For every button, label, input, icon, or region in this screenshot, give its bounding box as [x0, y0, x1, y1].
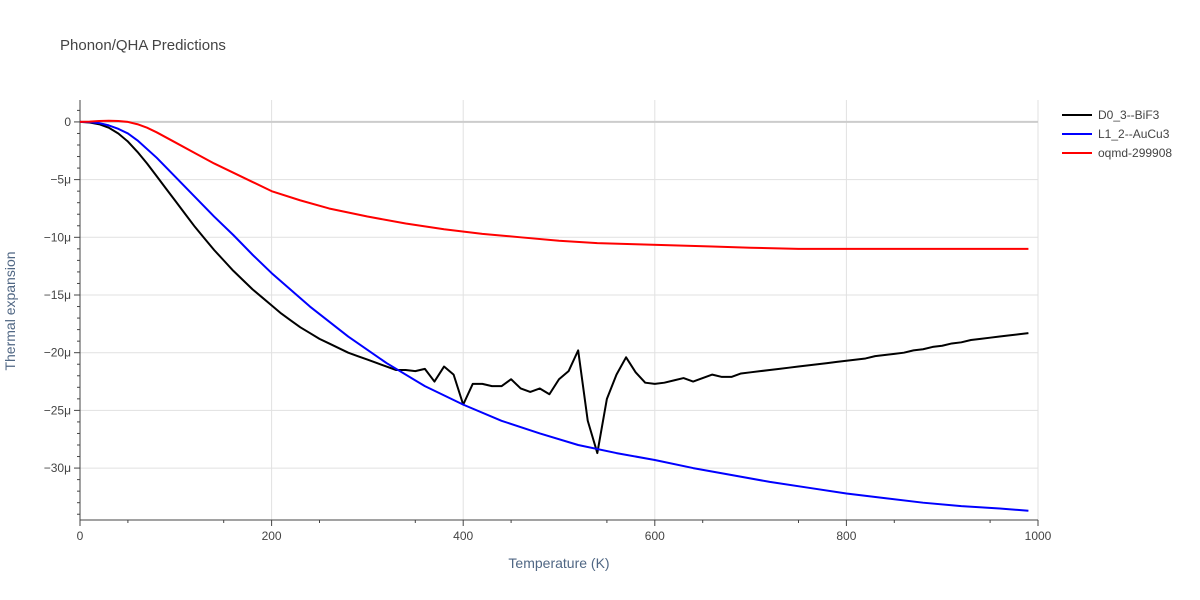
- y-tick-label: −30μ: [44, 461, 71, 475]
- chart-title: Phonon/QHA Predictions: [60, 37, 226, 54]
- axes: 0 200 400 600 800 1000 0 −5μ −10μ −15μ −20μ −25μ −30…: [44, 100, 1052, 543]
- legend-label: D0_3--BiF3: [1098, 108, 1160, 122]
- series-line-d0-3-bif3: [79, 120, 1029, 455]
- x-tick-label: 0: [77, 529, 84, 543]
- series-line-l1-2-aucu3: [79, 120, 1029, 512]
- y-tick-label: −20μ: [44, 346, 71, 360]
- legend-item-l1-2-aucu3[interactable]: L1_2--AuCu3: [1062, 127, 1170, 141]
- x-tick-label: 200: [262, 529, 282, 543]
- series-line-oqmd-299908: [79, 119, 1029, 250]
- x-tick-label: 400: [453, 529, 473, 543]
- series-layer: [79, 119, 1029, 512]
- legend-label: oqmd-299908: [1098, 146, 1172, 160]
- y-tick-label: −15μ: [44, 288, 71, 302]
- legend-item-oqmd-299908[interactable]: oqmd-299908: [1062, 146, 1172, 160]
- y-tick-label: 0: [64, 115, 71, 129]
- y-tick-label: −5μ: [50, 173, 71, 187]
- y-tick-label: −25μ: [44, 403, 71, 417]
- legend-item-d0-3-bif3[interactable]: D0_3--BiF3: [1062, 108, 1160, 122]
- y-axis-title: Thermal expansion: [2, 251, 18, 370]
- x-tick-label: 800: [836, 529, 856, 543]
- y-tick-label: −10μ: [44, 230, 71, 244]
- legend[interactable]: D0_3--BiF3 L1_2--AuCu3 oqmd-299908: [1062, 108, 1172, 160]
- x-axis-title: Temperature (K): [508, 555, 609, 571]
- x-tick-label: 600: [645, 529, 665, 543]
- x-tick-label: 1000: [1025, 529, 1052, 543]
- grid: [80, 100, 1039, 520]
- legend-label: L1_2--AuCu3: [1098, 127, 1170, 141]
